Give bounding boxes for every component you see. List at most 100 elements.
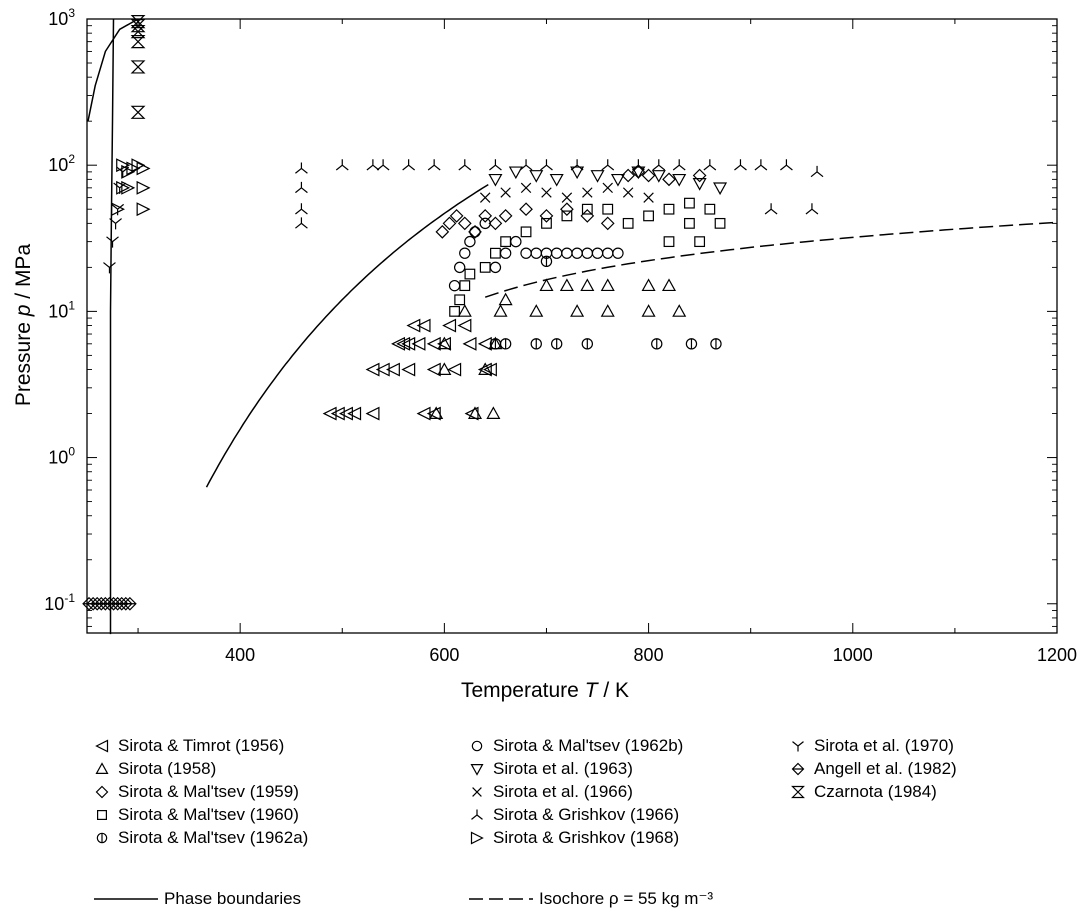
data-point: [602, 203, 614, 215]
data-point: [365, 406, 380, 421]
data-point: [467, 406, 483, 419]
data-point: [453, 261, 466, 274]
circle-icon: [471, 740, 483, 752]
data-point: [570, 166, 585, 180]
data-point: [499, 247, 512, 259]
data-point: [123, 596, 137, 611]
data-point: [437, 362, 452, 375]
data-point: [508, 166, 523, 180]
data-point: [385, 362, 400, 377]
tri-right-icon: [470, 831, 484, 845]
data-point: [416, 406, 431, 421]
y-tick-label: 103: [48, 6, 75, 29]
data-point: [643, 210, 654, 222]
data-marks: [82, 14, 824, 611]
data-point: [559, 278, 574, 292]
legend-line-label: Isochore ρ = 55 kg m⁻³: [539, 889, 714, 908]
data-point: [488, 173, 503, 187]
data-point: [601, 159, 615, 171]
legend-label: Angell et al. (1982): [814, 759, 957, 778]
legend-label: Sirota & Grishkov (1966): [493, 805, 680, 824]
data-point: [136, 202, 151, 217]
data-point: [335, 159, 349, 171]
tri-up-icon: [792, 741, 804, 752]
data-point: [641, 304, 656, 317]
data-point: [672, 173, 687, 187]
data-point: [704, 203, 716, 215]
data-point: [375, 362, 390, 377]
diamond-icon: [95, 785, 109, 799]
data-point: [391, 336, 406, 351]
legend-marker: [470, 763, 484, 776]
data-point: [622, 187, 634, 198]
data-point: [764, 203, 778, 215]
data-point: [621, 168, 636, 183]
data-point: [464, 235, 476, 248]
data-point: [561, 210, 573, 222]
data-point: [486, 406, 501, 419]
legend-item: Sirota & Timrot (1956): [94, 736, 284, 756]
data-point: [130, 60, 146, 74]
plot-area: [86, 18, 1058, 634]
data-point: [493, 304, 508, 317]
data-point: [641, 278, 656, 292]
data-point: [489, 159, 502, 171]
data-point: [600, 278, 615, 292]
data-point: [539, 278, 554, 292]
legend-label: Sirota & Mal'tsev (1962b): [493, 736, 684, 755]
data-point: [442, 318, 457, 333]
data-point: [411, 336, 426, 351]
legend-line-item: Phase boundaries: [94, 889, 301, 909]
data-point: [582, 187, 593, 198]
data-point: [713, 182, 728, 196]
data-point: [339, 406, 353, 421]
legend-label: Sirota et al. (1970): [814, 736, 954, 755]
series-11: [82, 596, 137, 611]
data-point: [459, 247, 471, 259]
isochore: [484, 221, 1058, 298]
data-point: [714, 217, 726, 229]
data-point: [498, 209, 513, 223]
data-point: [643, 192, 654, 203]
legend-marker: [96, 809, 108, 821]
data-point: [541, 217, 552, 229]
legend-label: Sirota et al. (1966): [493, 782, 633, 801]
y-tick-label: 102: [48, 152, 75, 175]
tri-left-icon: [95, 739, 109, 753]
data-point: [651, 170, 666, 183]
legend-item: Sirota et al. (1963): [469, 759, 633, 779]
data-point: [136, 180, 151, 195]
triangle-down-icon: [470, 763, 484, 776]
data-point: [365, 362, 380, 377]
legend-label: Sirota & Mal'tsev (1959): [118, 782, 299, 801]
legend-label: Sirota (1958): [118, 759, 217, 778]
data-point: [479, 217, 491, 230]
legend-marker: [471, 809, 483, 820]
data-point: [406, 318, 421, 333]
data-point: [479, 192, 491, 203]
phase-boundary-vapor: [205, 183, 489, 488]
data-point: [295, 162, 308, 174]
data-point: [694, 236, 706, 248]
data-point: [447, 362, 462, 377]
data-point: [499, 338, 512, 350]
data-point: [581, 338, 594, 350]
data-point: [295, 181, 308, 194]
legend-label: Sirota & Timrot (1956): [118, 736, 285, 755]
diamond-bar-icon: [791, 762, 805, 776]
data-point: [347, 406, 362, 421]
tri-down-icon: [471, 809, 483, 820]
data-point: [622, 217, 634, 229]
legend-item: Sirota & Mal'tsev (1962a): [94, 828, 308, 848]
plot-border: [86, 18, 1058, 634]
data-point: [672, 159, 686, 171]
data-point: [612, 247, 624, 259]
legend-marker: [95, 739, 109, 753]
data-point: [602, 182, 613, 194]
data-point: [478, 209, 493, 223]
data-point: [641, 168, 656, 183]
data-point: [519, 159, 533, 171]
legend-marker: [471, 740, 483, 752]
series-8: [295, 159, 824, 229]
